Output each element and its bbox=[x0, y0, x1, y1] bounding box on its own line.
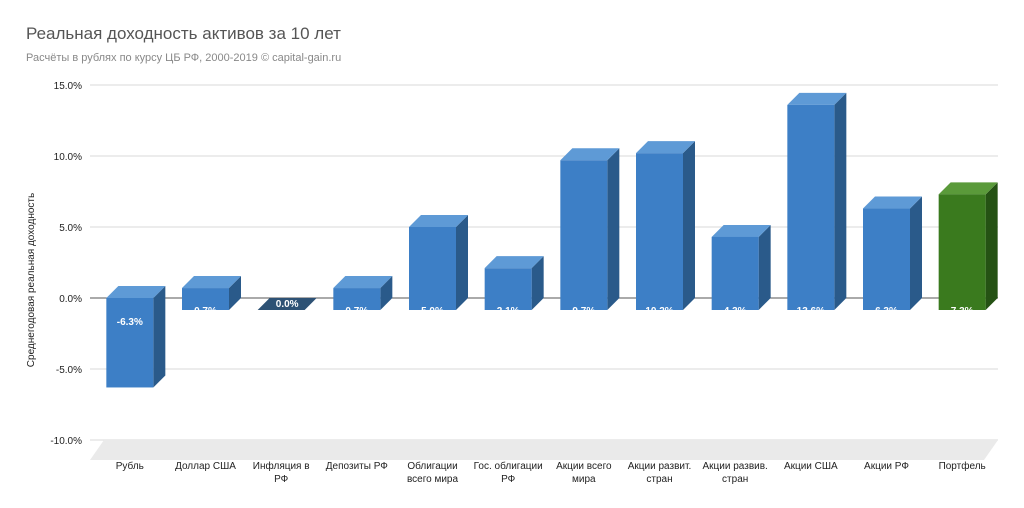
y-tick-label: -5.0% bbox=[56, 365, 82, 376]
data-label: 6.3% bbox=[875, 306, 898, 317]
bar-top bbox=[636, 141, 695, 154]
x-tick-label: РФ bbox=[274, 474, 289, 485]
y-tick-label: 0.0% bbox=[59, 294, 82, 305]
labels-layer: -6.3% Рубль 0.7% Доллар США 0.0% Инфляция в РФ… bbox=[116, 299, 986, 485]
x-tick-label: Акции РФ bbox=[864, 461, 909, 472]
data-label: -6.3% bbox=[117, 317, 143, 328]
floor-layer bbox=[90, 440, 998, 460]
bar-side bbox=[683, 141, 695, 310]
bar bbox=[636, 141, 695, 310]
x-tick-label: Портфель bbox=[939, 460, 986, 472]
y-tick-label: 10.0% bbox=[54, 152, 82, 163]
x-tick-label: всего мира bbox=[407, 474, 459, 485]
bar bbox=[787, 92, 847, 310]
bar-top bbox=[787, 92, 847, 105]
bar-side bbox=[229, 276, 241, 310]
bar-top bbox=[863, 196, 922, 209]
x-tick-label: Акции всего bbox=[556, 461, 612, 472]
bar-front bbox=[636, 153, 683, 310]
bar bbox=[257, 298, 317, 310]
data-label: 2.1% bbox=[497, 306, 520, 317]
bar bbox=[106, 286, 166, 388]
bar-side bbox=[153, 286, 166, 388]
bar bbox=[333, 276, 393, 310]
bar bbox=[938, 182, 998, 310]
x-tick-label: стран bbox=[722, 474, 748, 485]
bar bbox=[484, 256, 544, 310]
bar-side bbox=[910, 196, 922, 310]
x-tick-label: стран bbox=[646, 474, 672, 485]
data-label: 4.3% bbox=[724, 306, 747, 317]
bar-front bbox=[484, 268, 532, 310]
x-tick-label: РФ bbox=[501, 474, 516, 485]
data-label: 0.7% bbox=[194, 306, 217, 317]
bar-top bbox=[182, 276, 241, 289]
bar-side bbox=[456, 215, 468, 310]
data-label: 13.6% bbox=[797, 306, 825, 317]
bar-front bbox=[787, 104, 835, 310]
bar-top bbox=[409, 215, 468, 227]
data-label: 7.3% bbox=[951, 306, 974, 317]
chart-floor bbox=[90, 440, 998, 460]
bar-front bbox=[863, 208, 910, 310]
bar-front bbox=[938, 194, 986, 310]
x-tick-label: Рубль bbox=[116, 460, 144, 472]
bar-top bbox=[106, 286, 166, 298]
y-tick-label: -10.0% bbox=[50, 436, 82, 447]
bar-front bbox=[560, 160, 608, 310]
data-label: 5.0% bbox=[421, 306, 444, 317]
bar-front bbox=[409, 227, 456, 310]
bar bbox=[560, 148, 620, 310]
bar-side bbox=[531, 256, 544, 310]
bar bbox=[863, 196, 922, 310]
x-tick-label: Облигации bbox=[407, 460, 457, 472]
bar-side bbox=[834, 92, 847, 310]
data-label: 0.0% bbox=[276, 299, 299, 310]
x-tick-label: Акции развив. bbox=[703, 461, 768, 472]
x-tick-label: Акции развит. bbox=[628, 461, 691, 472]
bar bbox=[711, 224, 771, 310]
y-tick-label: 15.0% bbox=[54, 81, 82, 92]
bar-top bbox=[560, 148, 620, 161]
x-tick-label: Инфляция в bbox=[253, 460, 310, 472]
x-tick-label: мира bbox=[572, 474, 596, 485]
bar-top bbox=[257, 298, 317, 310]
bar-front bbox=[106, 298, 154, 388]
bar-top bbox=[711, 224, 771, 237]
bars-layer bbox=[106, 92, 998, 388]
chart-title: Реальная доходность активов за 10 лет bbox=[26, 24, 341, 43]
bar bbox=[182, 276, 241, 310]
data-label: 0.7% bbox=[345, 306, 368, 317]
bar-side bbox=[607, 148, 620, 310]
y-axis-title: Среднегодовая реальная доходность bbox=[26, 193, 37, 367]
bar-top bbox=[333, 276, 393, 289]
y-tick-label: 5.0% bbox=[59, 223, 82, 234]
bar-front bbox=[182, 288, 229, 310]
bar-front bbox=[711, 236, 759, 310]
x-tick-label: Акции США bbox=[784, 461, 838, 472]
x-tick-label: Депозиты РФ bbox=[326, 461, 388, 472]
bar-side bbox=[758, 224, 771, 310]
bar bbox=[409, 215, 468, 310]
bar-side bbox=[985, 182, 998, 310]
x-tick-label: Гос. облигации bbox=[474, 460, 543, 472]
data-label: 9.7% bbox=[572, 306, 595, 317]
bar-top bbox=[938, 182, 998, 195]
x-tick-label: Доллар США bbox=[175, 461, 236, 472]
data-label: 10.2% bbox=[645, 306, 673, 317]
bar-front bbox=[333, 288, 381, 310]
bar-top bbox=[484, 256, 544, 269]
chart-subtitle: Расчёты в рублях по курсу ЦБ РФ, 2000-20… bbox=[26, 52, 342, 64]
bar-side bbox=[380, 276, 393, 310]
